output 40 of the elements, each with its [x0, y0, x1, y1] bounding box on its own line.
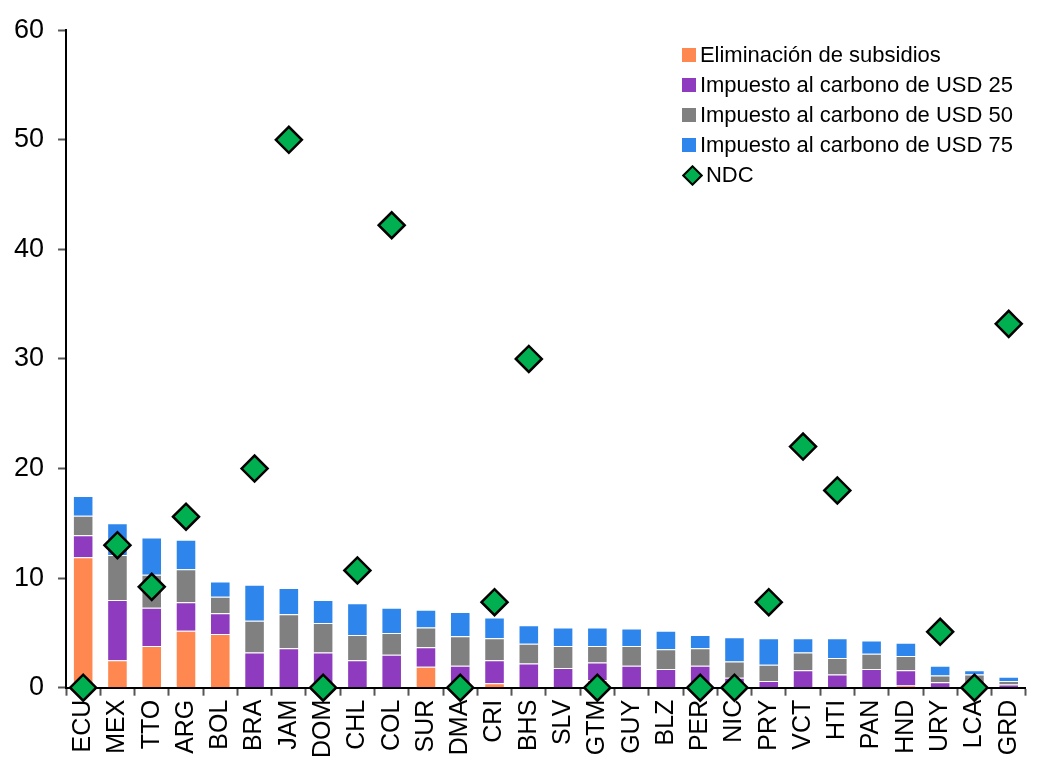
legend-label: Impuesto al carbono de USD 50: [699, 101, 1013, 129]
x-tick-label: HTI: [821, 699, 850, 740]
legend-label: NDC: [705, 161, 754, 189]
y-tick-label: 30: [13, 342, 45, 373]
x-tick-label: GRD: [992, 699, 1021, 756]
y-tick-label: 0: [29, 671, 45, 702]
y-tick-label: 50: [13, 123, 45, 154]
x-tick-label: LCA: [958, 699, 987, 749]
x-tick-label: MEX: [101, 699, 130, 754]
x-tick-label: CRI: [478, 699, 507, 743]
y-tick-label: 60: [13, 13, 45, 44]
x-tick-label: SUR: [409, 699, 438, 753]
legend-label: Eliminación de subsidios: [699, 41, 941, 69]
x-tick-label: GUY: [615, 699, 644, 754]
x-tick-label: URY: [924, 699, 953, 753]
x-tick-label: BOL: [204, 699, 233, 750]
x-tick-label: GTM: [581, 699, 610, 756]
x-tick-label: BHS: [512, 699, 541, 752]
x-tick-label: JAM: [272, 699, 301, 750]
x-tick-label: BRA: [238, 699, 267, 752]
y-tick-label: 40: [13, 232, 45, 263]
x-tick-label: PRY: [752, 699, 781, 751]
legend-label: Impuesto al carbono de USD 25: [699, 71, 1013, 99]
x-tick-label: PER: [684, 699, 713, 752]
x-tick-label: BLZ: [649, 699, 678, 746]
x-tick-label: HND: [889, 699, 918, 754]
y-tick-label: 10: [13, 561, 45, 592]
x-tick-label: COL: [375, 699, 404, 752]
x-tick-label: DMA: [444, 699, 473, 756]
x-tick-label: PAN: [855, 699, 884, 750]
x-tick-label: ECU: [67, 699, 96, 753]
x-tick-label: SLV: [546, 699, 575, 746]
y-tick-label: 20: [13, 451, 45, 482]
legend-label: Impuesto al carbono de USD 75: [699, 131, 1013, 159]
x-tick-label: TTO: [135, 699, 164, 750]
x-tick-label: ARG: [169, 699, 198, 754]
x-tick-label: CHL: [341, 699, 370, 750]
x-tick-label: NIC: [718, 699, 747, 743]
x-tick-label: DOM: [307, 699, 336, 758]
x-tick-label: VCT: [786, 699, 815, 750]
